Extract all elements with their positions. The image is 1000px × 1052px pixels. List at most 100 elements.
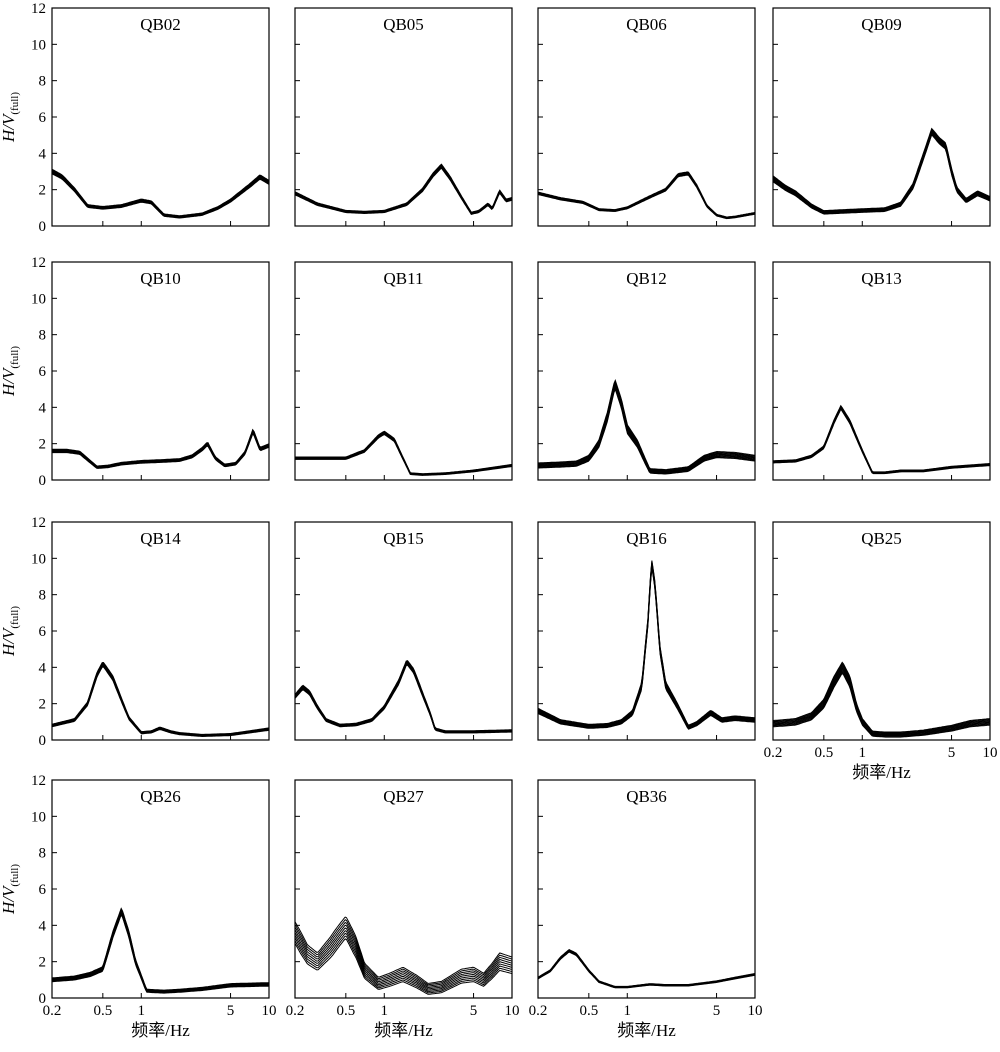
panel-frame (772, 261, 991, 481)
hv-curve (295, 431, 513, 475)
y-tick-label: 10 (31, 809, 46, 825)
y-tick-label: 6 (39, 364, 47, 380)
y-tick-label: 10 (31, 37, 46, 53)
hv-curve (51, 662, 270, 736)
panel-qb13: QB13 (772, 261, 991, 481)
hv-curve (772, 127, 991, 212)
hv-curve (295, 430, 513, 475)
y-tick-label: 8 (39, 846, 47, 862)
panel-qb14: 0 2 4 6 8 10 12 QB14 H/V(full) (0, 515, 270, 749)
hv-curve (537, 174, 756, 219)
hv-curve (772, 665, 991, 735)
hv-curve (537, 565, 756, 729)
x-tick-label: 0.5 (814, 745, 833, 761)
hv-curve (772, 405, 991, 473)
panel-title: QB25 (861, 529, 902, 548)
panel-title: QB12 (626, 269, 667, 288)
hv-curve (294, 930, 513, 991)
hv-curve (537, 384, 756, 473)
hv-curve (51, 908, 269, 991)
hv-curve (773, 406, 991, 474)
hv-curve (51, 909, 270, 992)
x-tick-label: 0.5 (579, 1003, 598, 1019)
y-tick-label: 4 (39, 400, 47, 416)
y-tick-label: 10 (31, 291, 46, 307)
hv-curve-bundle (294, 163, 513, 215)
panel-frame (294, 779, 513, 999)
panel-qb11: QB11 (294, 261, 513, 481)
panel-title: QB05 (383, 15, 424, 34)
hv-curve (537, 564, 756, 728)
panel-frame (51, 779, 270, 999)
x-tick-label: 0.2 (286, 1003, 305, 1019)
hv-curve (772, 668, 991, 736)
panel-title: QB11 (384, 269, 424, 288)
hv-curve (51, 907, 270, 991)
hv-curve (294, 916, 513, 984)
hv-curve (51, 910, 269, 993)
hv-curve (537, 172, 756, 218)
hv-curve (51, 665, 270, 737)
y-axis-label: H/V(full) (0, 92, 21, 143)
hv-curve (537, 171, 756, 218)
hv-curve (773, 406, 991, 474)
panel-qb05: QB05 (294, 7, 513, 227)
x-axis-label: 频率/Hz (852, 763, 911, 782)
hv-curve (537, 566, 756, 729)
y-tick-label: 12 (31, 1, 46, 17)
panel-qb27: 0.2 0.5 1 5 10 QB27 频率/Hz (286, 779, 520, 1040)
hv-curve (772, 661, 991, 733)
hv-curve-bundle (537, 560, 756, 730)
y-tick-label: 8 (39, 588, 47, 604)
hv-curve (294, 932, 513, 993)
y-tick-label: 6 (39, 624, 47, 640)
hv-curve (537, 383, 756, 473)
hv-curve (51, 913, 270, 994)
hv-curve (537, 951, 756, 989)
hv-curve-bundle (772, 127, 991, 215)
y-tick-label: 10 (31, 551, 46, 567)
hv-curve (51, 911, 269, 993)
y-tick-label: 4 (39, 918, 47, 934)
hv-curve (295, 431, 513, 475)
hv-curve (537, 567, 756, 730)
x-tick-label: 10 (983, 745, 998, 761)
y-tick-label: 0 (39, 733, 47, 749)
hv-curve-bundle (294, 660, 513, 734)
y-tick-label: 8 (39, 328, 47, 344)
hv-curve (537, 172, 756, 219)
hv-curve (537, 951, 756, 989)
hv-curve-bundle (295, 430, 513, 476)
hv-curve-bundle (772, 661, 991, 738)
y-axis-label: H/V(full) (0, 346, 21, 397)
x-tick-label: 0.5 (93, 1003, 112, 1019)
hv-curve (51, 661, 270, 735)
hv-curve (772, 672, 991, 738)
y-tick-label: 6 (39, 110, 47, 126)
hv-curve (294, 163, 513, 213)
panel-frame (294, 521, 513, 741)
y-tick-label: 0 (39, 473, 47, 489)
hv-curve (51, 664, 270, 736)
hv-curve (537, 172, 756, 219)
hv-curve (537, 950, 756, 988)
y-tick-label: 2 (39, 955, 47, 971)
hv-curve-bundle (294, 916, 513, 995)
panel-title: QB09 (861, 15, 902, 34)
panel-qb15: QB15 (294, 521, 513, 741)
y-tick-label: 0 (39, 219, 47, 235)
panel-frame (537, 7, 756, 227)
hv-curve-bundle (51, 661, 270, 738)
hv-curve (537, 171, 756, 218)
panel-title: QB15 (383, 529, 424, 548)
hv-curve (51, 168, 270, 217)
y-tick-label: 4 (39, 660, 47, 676)
hv-curve (537, 566, 756, 730)
x-tick-label: 0.5 (336, 1003, 355, 1019)
hv-curve-bundle (537, 379, 756, 475)
hv-curve (773, 405, 991, 473)
panel-qb02: 0 2 4 6 8 10 12 QB02 H/V(full) (0, 1, 270, 235)
x-tick-label: 0.2 (43, 1003, 62, 1019)
x-tick-label: 10 (505, 1003, 520, 1019)
